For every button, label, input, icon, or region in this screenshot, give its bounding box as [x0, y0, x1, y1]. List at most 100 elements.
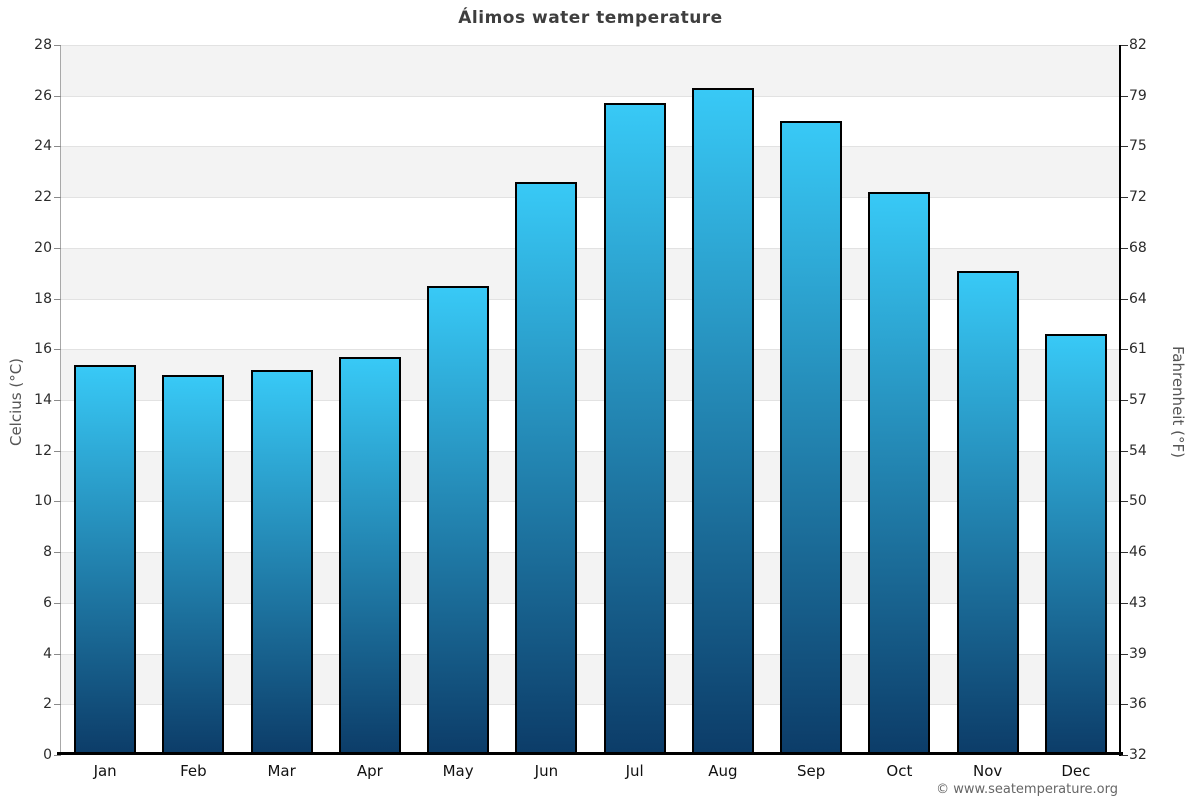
grid-band [61, 247, 1120, 299]
grid-band [61, 197, 1120, 248]
fahrenheit-tick-mark [1121, 349, 1128, 351]
fahrenheit-tick-label: 46 [1129, 544, 1147, 561]
celsius-tick-label: 18 [34, 290, 52, 307]
fahrenheit-tick-mark [1121, 95, 1128, 97]
grid-band [61, 501, 1120, 553]
celsius-tick-mark [54, 704, 61, 706]
fahrenheit-tick-label: 50 [1129, 493, 1147, 510]
celsius-tick-mark [54, 552, 61, 554]
fahrenheit-tick-mark [1121, 247, 1128, 249]
fahrenheit-tick-mark [1121, 197, 1128, 199]
fahrenheit-tick-label: 36 [1129, 696, 1147, 713]
celsius-tick-mark [54, 298, 61, 300]
bar-dec [1044, 334, 1107, 755]
celsius-tick-mark [54, 755, 61, 756]
fahrenheit-tick-mark [1121, 146, 1128, 148]
celsius-tick-label: 26 [34, 87, 52, 104]
fahrenheit-tick-label: 72 [1129, 189, 1147, 206]
celsius-tick-label: 4 [43, 645, 52, 662]
celsius-tick-label: 28 [34, 37, 52, 53]
month-label-jun: Jun [534, 762, 559, 780]
fahrenheit-axis-label: Fahrenheit (°F) [1169, 346, 1187, 458]
bar-jan [74, 364, 137, 755]
bar-oct [868, 192, 931, 755]
celsius-tick-label: 22 [34, 189, 52, 206]
x-axis-line [57, 752, 1123, 755]
bar-mar [250, 369, 313, 755]
celsius-tick-label: 0 [43, 747, 52, 763]
celsius-tick-label: 16 [34, 341, 52, 358]
fahrenheit-tick-label: 39 [1129, 645, 1147, 662]
fahrenheit-tick-mark [1121, 755, 1128, 756]
celsius-tick-mark [54, 95, 61, 97]
celsius-tick-mark [54, 501, 61, 503]
fahrenheit-tick-mark [1121, 552, 1128, 554]
fahrenheit-tick-mark [1121, 602, 1128, 604]
bar-apr [338, 356, 401, 755]
plot-area [61, 45, 1120, 755]
grid-band [61, 349, 1120, 400]
right-axis-spine [1119, 45, 1121, 756]
fahrenheit-tick-mark [1121, 298, 1128, 300]
fahrenheit-tick-label: 61 [1129, 341, 1147, 358]
fahrenheit-tick-label: 75 [1129, 138, 1147, 155]
fahrenheit-tick-mark [1121, 653, 1128, 655]
fahrenheit-tick-label: 82 [1129, 37, 1147, 53]
celsius-tick-mark [54, 450, 61, 452]
celsius-tick-label: 10 [34, 493, 52, 510]
grid-band [61, 95, 1120, 147]
month-label-jul: Jul [625, 762, 644, 780]
celsius-tick-mark [54, 247, 61, 249]
bar-sep [780, 121, 843, 755]
bar-jun [515, 181, 578, 755]
month-label-sep: Sep [796, 762, 826, 780]
fahrenheit-tick-label: 32 [1129, 747, 1147, 763]
celsius-tick-label: 12 [34, 442, 52, 459]
fahrenheit-tick-label: 79 [1129, 87, 1147, 104]
fahrenheit-tick-mark [1121, 704, 1128, 706]
grid-band [61, 45, 1120, 96]
bar-may [427, 285, 490, 755]
fahrenheit-tick-mark [1121, 450, 1128, 452]
fahrenheit-tick-label: 64 [1129, 290, 1147, 307]
celsius-tick-mark [54, 45, 61, 46]
celsius-tick-label: 6 [43, 594, 52, 611]
bar-nov [956, 270, 1019, 755]
grid-band [61, 552, 1120, 603]
celsius-tick-label: 2 [43, 696, 52, 713]
celsius-tick-mark [54, 653, 61, 655]
fahrenheit-tick-label: 68 [1129, 239, 1147, 256]
celsius-tick-label: 20 [34, 239, 52, 256]
grid-band [61, 704, 1120, 755]
grid-band [61, 450, 1120, 502]
celsius-tick-label: 24 [34, 138, 52, 155]
grid-band [61, 298, 1120, 350]
month-label-jan: Jan [93, 762, 117, 780]
month-label-nov: Nov [972, 762, 1003, 780]
celsius-tick-label: 14 [34, 392, 52, 408]
fahrenheit-tick-label: 54 [1129, 442, 1147, 459]
bar-jul [603, 103, 666, 755]
celsius-tick-mark [54, 602, 61, 604]
month-label-may: May [442, 762, 474, 780]
grid-band [61, 653, 1120, 705]
grid-band [61, 146, 1120, 198]
celsius-tick-mark [54, 349, 61, 351]
month-label-mar: Mar [267, 762, 296, 780]
month-label-dec: Dec [1061, 762, 1091, 780]
chart-title: Álimos water temperature [458, 8, 723, 28]
fahrenheit-tick-mark [1121, 501, 1128, 503]
celsius-tick-mark [54, 146, 61, 148]
fahrenheit-tick-label: 43 [1129, 594, 1147, 611]
bar-aug [691, 88, 754, 755]
celsius-tick-mark [54, 197, 61, 199]
month-label-oct: Oct [886, 762, 913, 780]
copyright-text: © www.seatemperature.org [936, 782, 1118, 797]
fahrenheit-tick-mark [1121, 400, 1128, 401]
month-label-apr: Apr [356, 762, 383, 780]
grid-band [61, 400, 1120, 451]
month-label-feb: Feb [180, 762, 207, 780]
grid-band [61, 602, 1120, 654]
month-label-aug: Aug [708, 762, 738, 780]
